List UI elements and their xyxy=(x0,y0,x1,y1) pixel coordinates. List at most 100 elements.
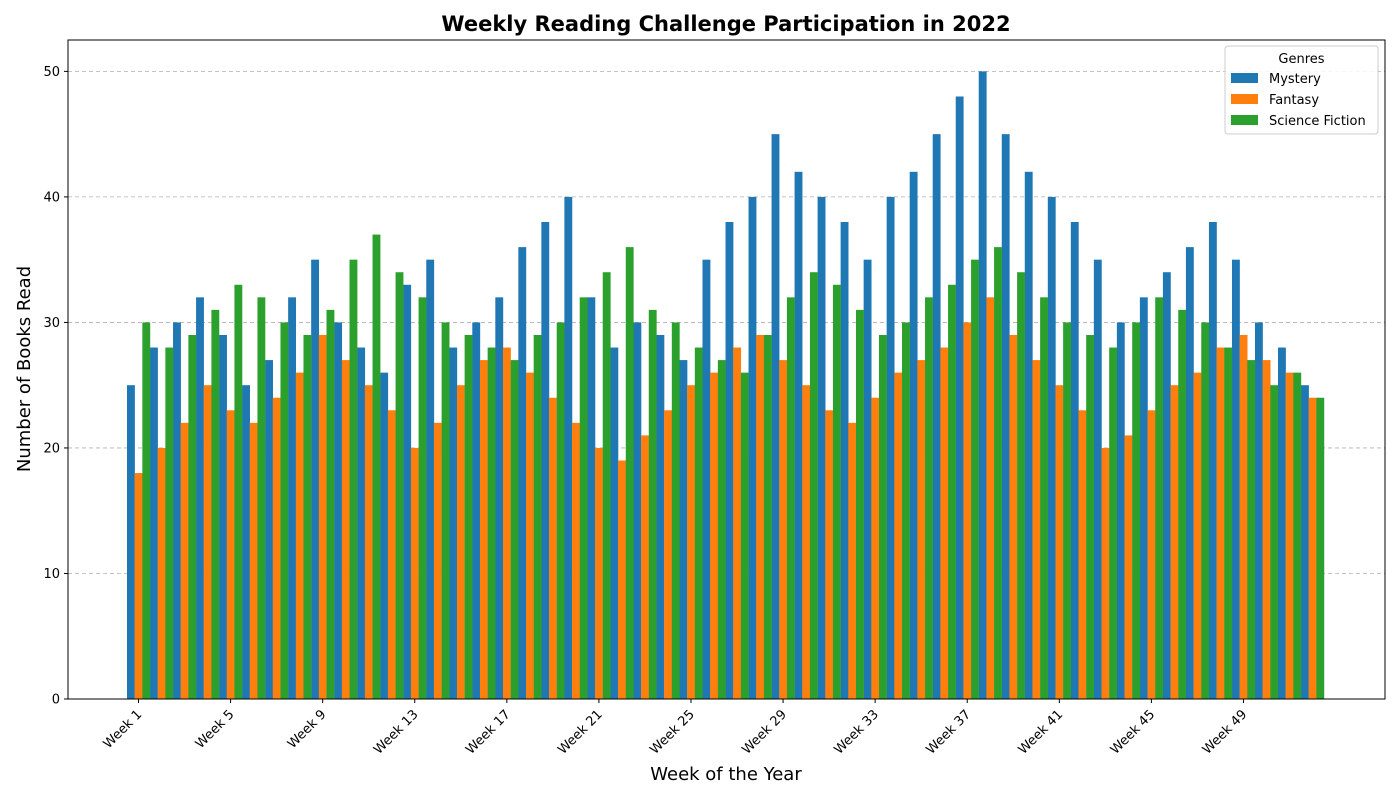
bar-science-fiction xyxy=(786,297,795,699)
bar-science-fiction xyxy=(1132,322,1141,699)
bar-fantasy xyxy=(894,372,903,699)
bar-science-fiction xyxy=(257,297,266,699)
bar-fantasy xyxy=(779,360,788,699)
bar-science-fiction xyxy=(1270,385,1279,699)
bar-mystery xyxy=(242,385,250,699)
bar-mystery xyxy=(196,297,204,699)
bar-mystery xyxy=(656,334,665,699)
bar-fantasy xyxy=(618,460,626,699)
x-tick-label: Week 49 xyxy=(1200,707,1250,757)
bar-science-fiction xyxy=(280,322,289,699)
bar-mystery xyxy=(978,71,987,699)
bar-mystery xyxy=(1070,222,1079,699)
bar-mystery xyxy=(219,334,227,699)
bar-science-fiction xyxy=(925,297,933,699)
bar-fantasy xyxy=(157,447,166,699)
y-tick-label: 20 xyxy=(43,441,60,456)
bar-science-fiction xyxy=(740,372,749,699)
bar-science-fiction xyxy=(556,322,565,699)
bar-mystery xyxy=(1278,347,1286,699)
bar-science-fiction xyxy=(832,284,841,699)
bar-science-fiction xyxy=(763,334,772,699)
bar-fantasy xyxy=(387,410,396,699)
x-tick-label: Week 45 xyxy=(1108,707,1158,757)
bar-mystery xyxy=(150,347,158,699)
bar-mystery xyxy=(702,259,711,699)
bar-fantasy xyxy=(549,397,557,699)
bar-fantasy xyxy=(1170,385,1179,699)
y-tick-label: 30 xyxy=(43,316,60,331)
bar-science-fiction xyxy=(717,360,726,699)
bar-mystery xyxy=(288,297,297,699)
x-tick-label: Week 25 xyxy=(647,707,697,757)
bar-mystery xyxy=(334,322,343,699)
bar-mystery xyxy=(541,222,550,699)
bar-fantasy xyxy=(410,447,419,699)
bar-science-fiction xyxy=(303,334,312,699)
bar-mystery xyxy=(909,171,918,700)
bar-fantasy xyxy=(664,410,672,699)
bar-fantasy xyxy=(364,385,373,699)
bar-fantasy xyxy=(180,422,189,699)
bar-science-fiction xyxy=(1063,322,1072,699)
legend-swatch xyxy=(1231,73,1258,83)
bar-fantasy xyxy=(848,422,857,699)
bar-fantasy xyxy=(572,422,580,699)
y-tick-label: 10 xyxy=(43,567,60,582)
x-tick-label: Week 29 xyxy=(739,707,789,757)
bar-mystery xyxy=(472,322,481,699)
bar-mystery xyxy=(817,196,826,699)
bar-fantasy xyxy=(1009,334,1018,699)
bar-science-fiction xyxy=(418,297,427,699)
bar-mystery xyxy=(1301,385,1309,699)
bar-fantasy xyxy=(733,347,742,699)
bar-mystery xyxy=(449,347,458,699)
bar-fantasy xyxy=(710,372,719,699)
bar-science-fiction xyxy=(1247,360,1256,699)
bar-mystery xyxy=(863,259,872,699)
bar-fantasy xyxy=(272,397,281,699)
bar-fantasy xyxy=(595,447,603,699)
bar-mystery xyxy=(1116,322,1125,699)
bar-mystery xyxy=(403,284,412,699)
bar-fantasy xyxy=(1055,385,1064,699)
x-tick-label: Week 17 xyxy=(463,707,513,757)
bar-science-fiction xyxy=(1086,334,1095,699)
bar-mystery xyxy=(311,259,320,699)
bar-mystery xyxy=(1139,297,1148,699)
bar-fantasy xyxy=(756,334,765,699)
bar-mystery xyxy=(840,222,849,699)
bar-science-fiction xyxy=(487,347,496,699)
bar-science-fiction xyxy=(994,247,1002,699)
bar-fantasy xyxy=(456,385,465,699)
bar-fantasy xyxy=(526,372,534,699)
bar-fantasy xyxy=(318,334,327,699)
bar-science-fiction xyxy=(441,322,450,699)
bar-mystery xyxy=(771,134,780,700)
bar-science-fiction xyxy=(1224,347,1233,699)
bar-science-fiction xyxy=(971,259,979,699)
y-tick-label: 0 xyxy=(52,693,60,708)
bar-fantasy xyxy=(871,397,880,699)
bar-science-fiction xyxy=(902,322,910,699)
bar-mystery xyxy=(564,196,573,699)
bar-science-fiction xyxy=(809,272,818,699)
y-axis-label: Number of Books Read xyxy=(14,266,35,472)
bar-fantasy xyxy=(226,410,235,699)
x-tick-label: Week 5 xyxy=(193,707,238,752)
bar-fantasy xyxy=(1124,435,1133,699)
bar-fantasy xyxy=(1078,410,1087,699)
bar-mystery xyxy=(495,297,504,699)
bar-fantasy xyxy=(963,322,972,699)
bar-mystery xyxy=(173,322,181,699)
bar-mystery xyxy=(265,360,273,699)
bar-science-fiction xyxy=(510,360,519,699)
bar-science-fiction xyxy=(671,322,680,699)
bar-science-fiction xyxy=(1178,309,1187,699)
bar-fantasy xyxy=(940,347,949,699)
bar-mystery xyxy=(587,297,596,699)
bar-mystery xyxy=(1001,134,1010,700)
bar-science-fiction xyxy=(855,309,864,699)
y-tick-label: 50 xyxy=(43,65,60,80)
